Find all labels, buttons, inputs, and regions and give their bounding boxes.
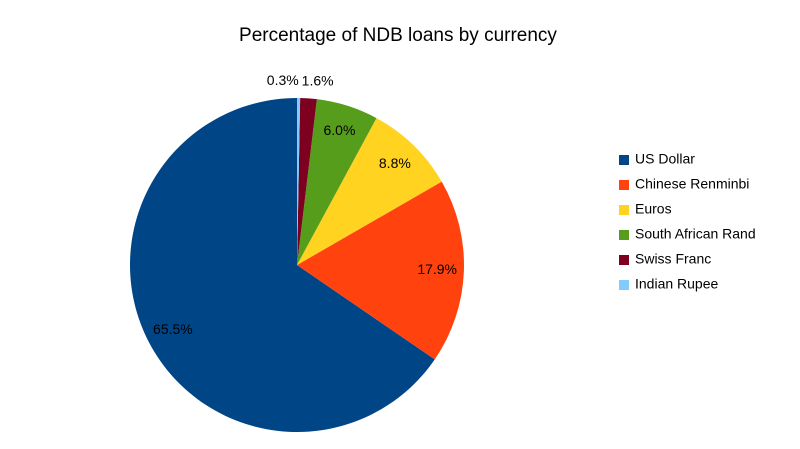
legend-swatch xyxy=(619,255,629,265)
pie-slice xyxy=(129,98,435,432)
legend-swatch xyxy=(619,230,629,240)
legend-swatch xyxy=(619,280,629,290)
data-label: 8.8% xyxy=(379,155,411,171)
legend-swatch xyxy=(619,155,629,165)
chart-title: Percentage of NDB loans by currency xyxy=(239,25,557,46)
data-label: 1.6% xyxy=(302,72,334,88)
legend-label: South African Rand xyxy=(635,226,756,242)
pie-slice xyxy=(297,99,377,265)
pie-slice xyxy=(297,118,442,266)
legend-swatch xyxy=(619,180,629,190)
legend-label: Euros xyxy=(635,201,672,217)
data-label: 17.9% xyxy=(417,261,457,277)
legend-swatch xyxy=(619,205,629,215)
pie-slice xyxy=(297,181,464,360)
data-label: 65.5% xyxy=(153,321,193,337)
data-label: 0.3% xyxy=(267,72,299,88)
legend-label: Indian Rupee xyxy=(635,276,719,292)
data-label: 6.0% xyxy=(324,122,356,138)
legend-label: Swiss Franc xyxy=(635,251,711,267)
legend-label: Chinese Renminbi xyxy=(635,176,749,192)
pie-slice xyxy=(297,98,301,265)
pie-slice xyxy=(297,98,317,266)
legend-label: US Dollar xyxy=(635,151,695,167)
